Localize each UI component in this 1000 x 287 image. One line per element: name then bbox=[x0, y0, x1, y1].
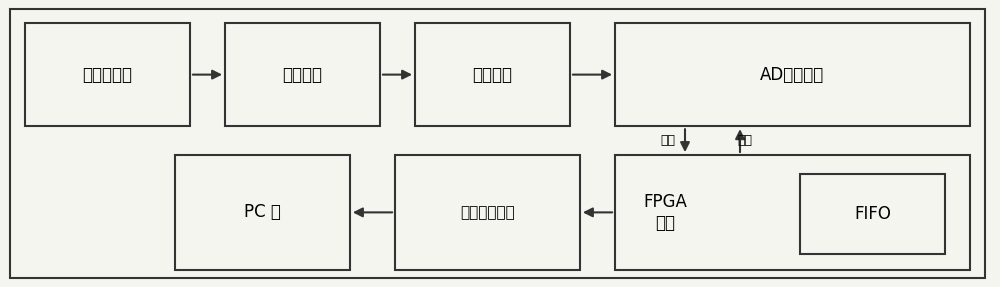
Bar bbox=[615, 23, 970, 126]
Text: 传输: 传输 bbox=[660, 134, 676, 147]
Text: PC 机: PC 机 bbox=[244, 203, 281, 221]
Text: 前置放大器: 前置放大器 bbox=[83, 66, 132, 84]
Text: FIFO: FIFO bbox=[855, 205, 891, 223]
Bar bbox=[175, 155, 350, 270]
Text: 滤波电路: 滤波电路 bbox=[283, 66, 322, 84]
Bar bbox=[225, 23, 380, 126]
Bar bbox=[415, 23, 570, 126]
Bar bbox=[395, 155, 580, 270]
Text: FPGA
模块: FPGA 模块 bbox=[643, 193, 687, 232]
Text: 无线传输模块: 无线传输模块 bbox=[460, 205, 515, 220]
Bar bbox=[800, 174, 945, 254]
Bar bbox=[615, 155, 970, 270]
Text: 控制: 控制 bbox=[738, 134, 753, 147]
Bar bbox=[25, 23, 190, 126]
Text: 主放大器: 主放大器 bbox=[473, 66, 512, 84]
Text: AD转换电路: AD转换电路 bbox=[760, 66, 825, 84]
